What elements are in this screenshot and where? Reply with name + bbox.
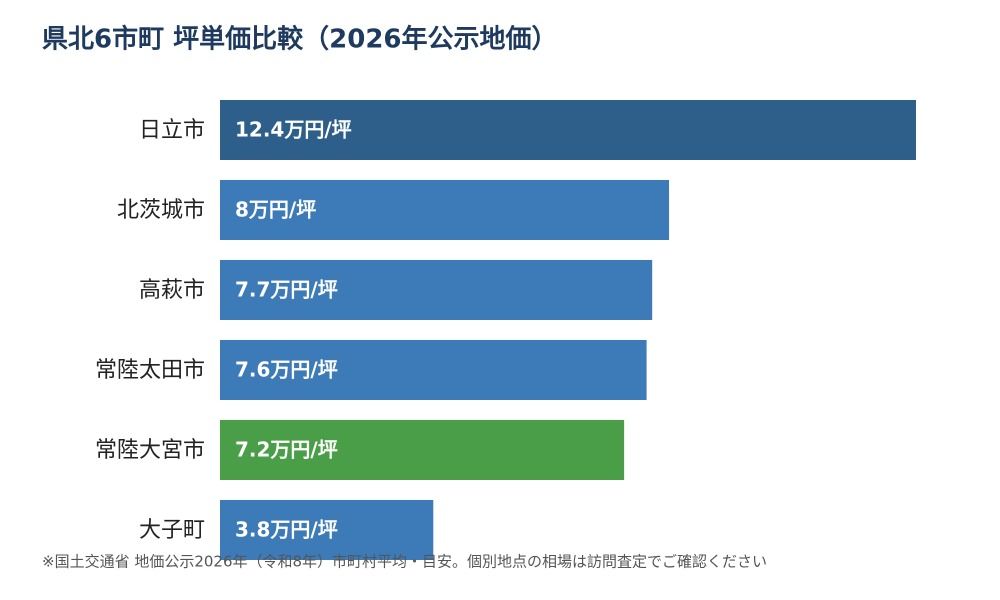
category-label: 常陸大宮市	[95, 438, 205, 463]
value-label: 3.8万円/坪	[235, 518, 338, 542]
value-label: 7.2万円/坪	[235, 438, 338, 462]
bar	[220, 100, 916, 160]
category-label: 日立市	[139, 118, 205, 143]
bar	[220, 420, 625, 480]
category-label: 大子町	[139, 518, 205, 543]
footnote: ※国土交通省 地価公示2026年（令和8年）市町村平均・目安。個別地点の相場は訪…	[42, 553, 767, 571]
chart-title: 県北6市町 坪単価比較（2026年公示地価）	[42, 24, 558, 55]
category-label: 北茨城市	[117, 198, 205, 223]
value-label: 7.7万円/坪	[235, 278, 338, 302]
bar	[220, 260, 653, 320]
value-label: 7.6万円/坪	[235, 358, 338, 382]
bar	[220, 340, 647, 400]
value-label: 8万円/坪	[235, 198, 316, 222]
category-label: 常陸太田市	[95, 358, 205, 383]
category-label: 高萩市	[139, 278, 205, 303]
bar	[220, 180, 670, 240]
value-label: 12.4万円/坪	[235, 118, 352, 142]
bar	[220, 500, 434, 560]
